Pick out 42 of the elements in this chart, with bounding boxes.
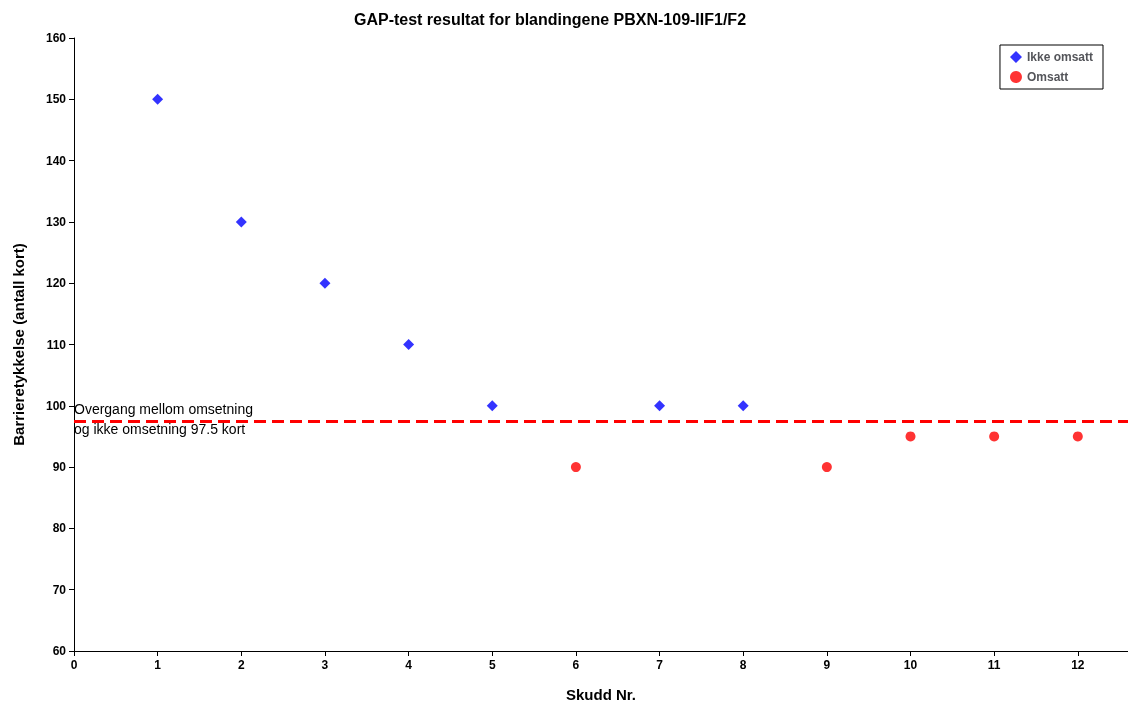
x-tick-label: 10 [903, 658, 918, 672]
x-tick-label: 0 [70, 658, 78, 672]
x-tick-label: 9 [823, 658, 831, 672]
point [905, 431, 916, 442]
y-tick-label: 80 [52, 521, 67, 536]
point [486, 400, 498, 412]
y-tick-label: 90 [52, 460, 67, 475]
point [989, 431, 1000, 442]
x-tick-label: 1 [154, 658, 162, 672]
point [821, 462, 832, 473]
point [319, 277, 331, 289]
y-tick-label: 130 [45, 214, 67, 229]
y-tick-label: 150 [45, 92, 67, 107]
legend-label: Ikke omsatt [1026, 50, 1093, 64]
x-axis-title: Skudd Nr. [565, 686, 637, 703]
y-tick-label: 60 [52, 644, 67, 658]
point [1072, 431, 1083, 442]
chart-title: GAP-test resultat for blandingene PBXN-109-IIF1/F2 [353, 10, 747, 28]
x-tick-label: 2 [237, 658, 245, 672]
y-axis-title: Barrieretykkelse (antall kort) [10, 243, 27, 446]
x-tick-label: 5 [488, 658, 496, 672]
legend-label: Omsatt [1026, 70, 1069, 84]
x-tick-label: 8 [739, 658, 747, 672]
y-tick-label: 70 [52, 582, 67, 597]
x-tick-label: 6 [572, 658, 580, 672]
y-tick-label: 160 [45, 31, 67, 45]
y-tick-label: 120 [45, 276, 67, 291]
y-tick-label: 140 [45, 153, 67, 168]
x-tick-label: 7 [656, 658, 664, 672]
y-tick-label: 100 [45, 398, 67, 413]
x-tick-label: 12 [1071, 658, 1085, 672]
x-tick-label: 3 [321, 658, 329, 672]
point [403, 339, 415, 350]
ref-line-label: Overgang mellom omsetning og ikke omsetning 97.5 kort [74, 401, 253, 438]
point [570, 462, 581, 473]
point [654, 400, 666, 412]
x-tick-label: 4 [405, 658, 413, 672]
y-tick-label: 110 [46, 337, 67, 352]
point [737, 400, 749, 412]
point [152, 93, 164, 105]
x-tick-label: 11 [987, 658, 1001, 672]
point [235, 216, 247, 228]
